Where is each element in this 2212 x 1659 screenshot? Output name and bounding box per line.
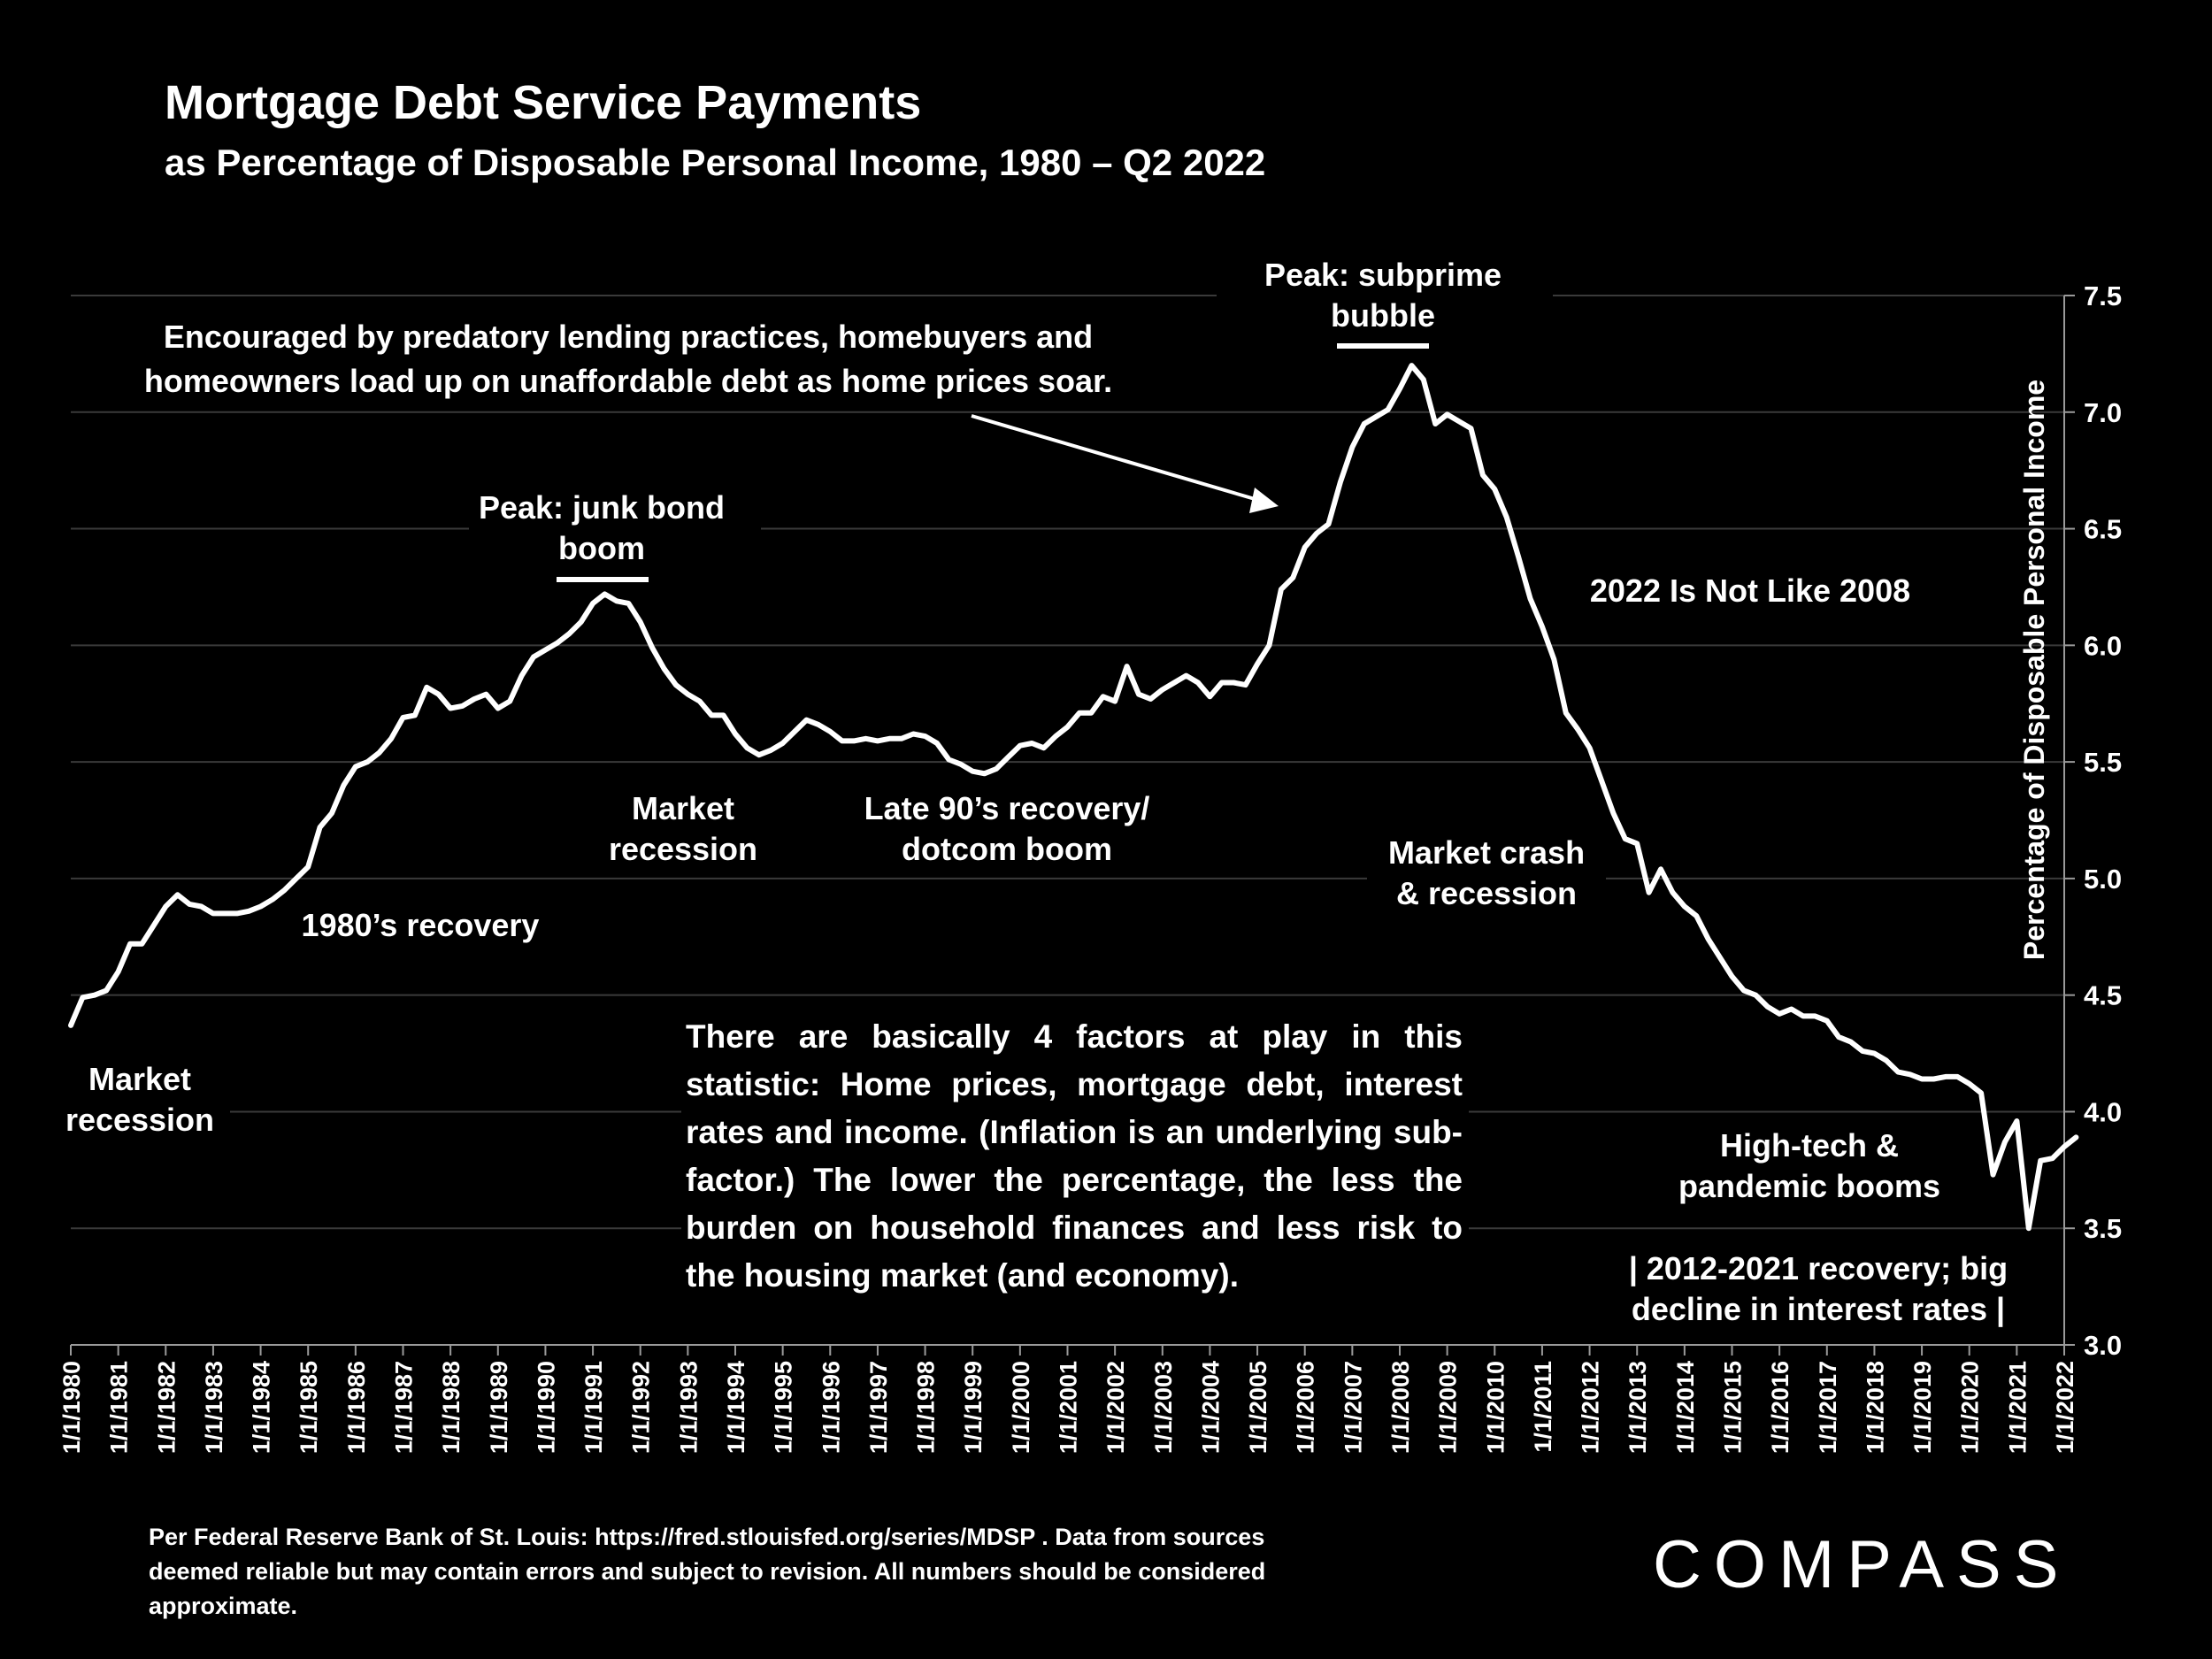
annotation-line: Market [88,1061,191,1097]
annotation-line: 2022 Is Not Like 2008 [1590,572,1910,609]
x-tick-label: 1/1/1994 [723,1361,749,1454]
x-tick-label: 1/1/2015 [1720,1361,1747,1454]
x-tick-label: 1/1/1990 [533,1361,559,1454]
x-tick-label: 1/1/2007 [1340,1361,1366,1454]
annotations: Market recession 1980’s recovery Peak: junk… [53,252,2039,1336]
x-tick-label: 1/1/1989 [486,1361,512,1454]
x-tick-label: 1/1/2012 [1578,1361,1604,1454]
x-tick-label: 1/1/2003 [1150,1361,1177,1454]
annotation-recession-1990s: Market recession [588,787,823,876]
x-tick-label: 1/1/1982 [153,1361,180,1454]
footnote: Per Federal Reserve Bank of St. Louis: h… [149,1524,1266,1619]
annotation-line: dotcom boom [902,831,1112,867]
x-tick-label: 1/1/2006 [1293,1361,1319,1454]
y-tick-label: 7.5 [2084,280,2122,311]
y-tick-label: 6.0 [2084,630,2122,661]
chart-subtitle: as Percentage of Disposable Personal Inc… [165,142,1265,183]
x-tick-label: 1/1/1999 [960,1361,987,1454]
x-tick-label: 1/1/2016 [1767,1361,1793,1454]
y-tick-label: 3.0 [2084,1330,2122,1361]
annotation-crash: Market crash & recession [1367,832,1606,920]
factors-text: There are basically 4 factors at play in… [686,1018,1463,1294]
y-tick-label: 4.5 [2084,980,2122,1011]
x-axis-ticks: 1/1/1980 1/1/1981 1/1/1982 1/1/1983 1/1/1984… [58,1345,2078,1454]
x-tick-label: 1/1/1996 [818,1361,844,1454]
annotation-line: 1980’s recovery [302,907,540,943]
factors-backdrop [681,1009,1469,1301]
x-tick-label: 1/1/1988 [438,1361,465,1454]
annotation-line: High-tech & [1720,1127,1899,1164]
x-tick-label: 1/1/1998 [913,1361,940,1454]
annotation-not-like-2008: 2022 Is Not Like 2008 [1590,572,1910,609]
x-tick-label: 1/1/2021 [2004,1361,2031,1454]
series-line [68,363,2079,1232]
compass-logo: COMPASS [1653,1527,2071,1602]
annotation-line: pandemic booms [1678,1168,1940,1204]
annotation-recession-1980: Market recession [53,1058,230,1147]
x-tick-label: 1/1/2001 [1056,1361,1082,1454]
annotation-line: recession [65,1102,214,1138]
x-tick-label: 1/1/2002 [1102,1361,1129,1454]
annotation-line: boom [558,530,645,566]
x-tick-label: 1/1/1993 [675,1361,702,1454]
x-tick-label: 1/1/1985 [296,1361,322,1454]
x-tick-label: 1/1/2014 [1672,1361,1699,1454]
annotation-line: Peak: junk bond [479,489,725,526]
x-tick-label: 1/1/1995 [771,1361,797,1454]
annotation-line: homeowners load up on unaffordable debt … [144,363,1112,399]
x-tick-label: 1/1/2009 [1435,1361,1462,1454]
x-tick-label: 1/1/2011 [1530,1361,1556,1453]
annotation-peak-subprime: Peak: subprime bubble [1217,252,1553,337]
annotation-line: decline in interest rates | [1632,1291,2005,1328]
annotation-line: Late 90’s recovery/ [864,790,1150,826]
y-axis-label: Percentage of Disposable Personal Income [2018,380,2050,960]
chart-title: Mortgage Debt Service Payments [165,76,921,129]
y-tick-label: 5.5 [2084,747,2122,778]
annotation-line: Encouraged by predatory lending practice… [164,319,1093,355]
x-tick-label: 1/1/1991 [580,1361,607,1454]
x-tick-label: 1/1/2018 [1862,1361,1888,1454]
annotation-line: | 2012-2021 recovery; big [1629,1250,2008,1287]
y-axis-ticks: 7.5 7.0 6.5 6.0 5.5 5.0 4.5 4.0 3.5 3.0 [2064,280,2122,1361]
x-tick-label: 1/1/2000 [1008,1361,1034,1454]
x-tick-label: 1/1/1983 [201,1361,227,1454]
x-tick-label: 1/1/1980 [58,1361,85,1454]
annotation-line: Peak: subprime [1264,257,1502,293]
x-tick-label: 1/1/2005 [1245,1361,1271,1454]
annotation-line: recession [609,831,757,867]
annotation-hightech: High-tech & pandemic booms [1663,1124,1955,1212]
x-tick-label: 1/1/2004 [1197,1361,1224,1454]
x-tick-label: 1/1/1997 [865,1361,892,1454]
y-tick-label: 5.0 [2084,864,2122,895]
x-tick-label: 1/1/1987 [391,1361,418,1454]
x-tick-label: 1/1/1981 [106,1361,133,1454]
x-tick-label: 1/1/1992 [628,1361,655,1454]
annotation-line: bubble [1331,297,1435,334]
annotation-recovery-2012: | 2012-2021 recovery; big decline in inte… [1601,1248,2039,1336]
y-tick-label: 3.5 [2084,1213,2122,1244]
x-tick-label: 1/1/2020 [1957,1361,1984,1454]
annotation-recovery-1980s: 1980’s recovery [288,904,553,950]
x-tick-label: 1/1/2019 [1909,1361,1936,1454]
x-tick-label: 1/1/2013 [1624,1361,1651,1454]
annotation-line: & recession [1396,875,1577,911]
annotation-peak-junk-bond: Peak: junk bond boom [469,485,761,570]
annotation-predatory: Encouraged by predatory lending practice… [124,311,1124,411]
y-tick-label: 7.0 [2084,397,2122,428]
annotation-line: Market crash [1388,834,1585,871]
x-tick-label: 1/1/1986 [343,1361,370,1454]
y-tick-label: 4.0 [2084,1096,2122,1127]
x-tick-label: 1/1/2010 [1482,1361,1509,1454]
annotation-line: Market [632,790,734,826]
annotation-arrow [971,414,1279,513]
x-tick-label: 1/1/1984 [249,1361,275,1454]
annotation-late-90s: Late 90’s recovery/dotcom boom [827,787,1186,876]
x-tick-label: 1/1/2022 [2052,1361,2078,1454]
x-tick-label: 1/1/2008 [1387,1361,1414,1454]
y-tick-label: 6.5 [2084,514,2122,545]
x-tick-label: 1/1/2017 [1815,1361,1841,1454]
